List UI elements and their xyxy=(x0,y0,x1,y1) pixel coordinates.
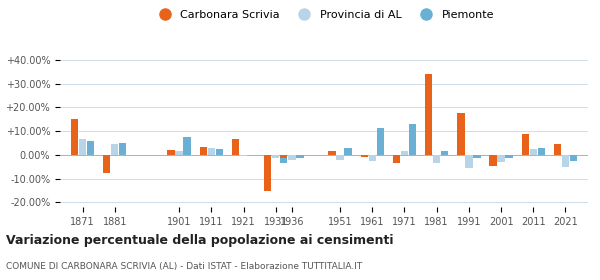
Bar xyxy=(368,155,376,161)
Bar xyxy=(272,155,280,158)
Bar xyxy=(184,137,191,155)
Bar xyxy=(87,141,94,155)
Bar xyxy=(280,155,287,158)
Bar xyxy=(167,150,175,155)
Bar xyxy=(103,155,110,173)
Bar xyxy=(490,155,497,166)
Bar xyxy=(119,143,127,155)
Bar xyxy=(497,155,505,162)
Bar xyxy=(215,149,223,155)
Bar xyxy=(361,155,368,157)
Bar xyxy=(337,155,344,160)
Bar xyxy=(296,155,304,158)
Text: Variazione percentuale della popolazione ai censimenti: Variazione percentuale della popolazione… xyxy=(6,234,394,247)
Bar xyxy=(377,128,384,155)
Bar xyxy=(240,155,247,156)
Bar xyxy=(344,148,352,155)
Bar xyxy=(530,149,537,155)
Bar xyxy=(232,139,239,155)
Bar xyxy=(521,134,529,155)
Bar xyxy=(175,151,183,155)
Bar xyxy=(562,155,569,167)
Bar xyxy=(457,113,464,155)
Bar xyxy=(393,155,400,163)
Bar xyxy=(441,151,448,155)
Bar xyxy=(208,148,215,155)
Bar xyxy=(328,151,336,155)
Text: COMUNE DI CARBONARA SCRIVIA (AL) - Dati ISTAT - Elaborazione TUTTITALIA.IT: COMUNE DI CARBONARA SCRIVIA (AL) - Dati … xyxy=(6,262,362,271)
Bar xyxy=(280,155,287,163)
Bar xyxy=(473,155,481,158)
Bar xyxy=(79,139,86,155)
Bar xyxy=(71,119,78,155)
Bar xyxy=(570,155,577,161)
Bar xyxy=(264,155,271,191)
Bar xyxy=(200,147,207,155)
Bar xyxy=(111,144,118,155)
Bar xyxy=(401,151,408,155)
Legend: Carbonara Scrivia, Provincia di AL, Piemonte: Carbonara Scrivia, Provincia di AL, Piem… xyxy=(149,6,499,25)
Bar xyxy=(505,155,513,158)
Bar xyxy=(538,148,545,155)
Bar xyxy=(433,155,440,163)
Bar xyxy=(465,155,473,168)
Bar xyxy=(409,124,416,155)
Bar xyxy=(288,155,296,160)
Bar xyxy=(554,144,561,155)
Bar xyxy=(425,74,433,155)
